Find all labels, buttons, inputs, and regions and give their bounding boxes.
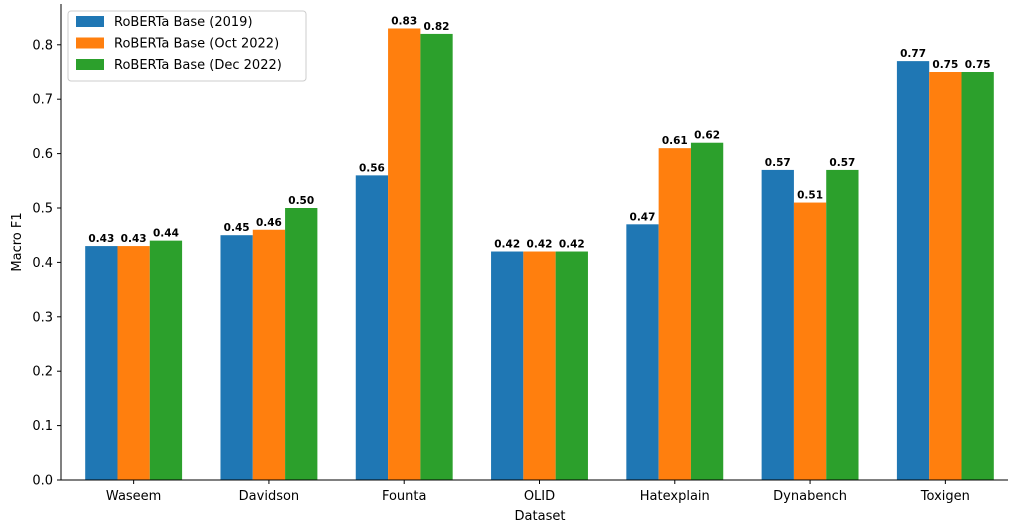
bar-value-label: 0.51 (797, 190, 823, 202)
bar-toxigen-series-3 (961, 72, 994, 480)
x-tick-label: Hatexplain (640, 489, 710, 504)
x-tick-label: Davidson (239, 489, 300, 504)
y-axis: 0.0 0.1 0.2 0.3 0.4 0.5 0.6 0.7 0.8 (32, 4, 62, 489)
x-axis-title: Dataset (515, 509, 566, 522)
bar-value-label: 0.42 (559, 239, 585, 251)
y-tick-label: 0.5 (32, 202, 53, 217)
bar-waseem-series-3 (149, 240, 183, 480)
bar-value-label: 0.75 (932, 59, 958, 71)
bar-davidson-series-3 (285, 208, 318, 480)
y-tick-label: 0.7 (32, 93, 53, 108)
y-tick-label: 0.8 (32, 38, 53, 53)
bar-value-label: 0.61 (662, 135, 688, 147)
bar-waseem-series-2 (117, 246, 150, 480)
y-tick-label: 0.4 (32, 256, 53, 271)
y-tick-label: 0.2 (32, 365, 53, 380)
x-tick-label: Toxigen (920, 489, 970, 504)
legend-swatch (76, 37, 104, 49)
bar-value-label: 0.57 (765, 157, 791, 169)
bar-founta-series-1 (355, 175, 389, 481)
legend-label: RoBERTa Base (2019) (114, 15, 253, 30)
legend: RoBERTa Base (2019) RoBERTa Base (Oct 202… (67, 10, 307, 82)
legend-label: RoBERTa Base (Oct 2022) (114, 37, 279, 52)
bar-value-label: 0.45 (224, 222, 250, 234)
bar-value-label: 0.77 (900, 48, 926, 60)
bar-olid-series-2 (523, 251, 556, 480)
bar-value-label: 0.62 (694, 130, 720, 142)
bar-olid-series-3 (555, 251, 588, 480)
legend-frame (67, 10, 307, 82)
bar-value-label: 0.44 (153, 228, 179, 240)
x-tick-label: Founta (382, 489, 427, 504)
bar-labels-group: 0.43 0.43 0.44 0.45 0.46 0.50 0.56 0.83 0.82 0.42… (88, 15, 990, 250)
x-tick-label: OLID (524, 489, 555, 504)
bar-toxigen-series-1 (896, 61, 930, 481)
bar-hatexplain-series-3 (690, 142, 724, 480)
y-tick-label: 0.1 (32, 419, 53, 434)
y-tick-label: 0.6 (32, 147, 53, 162)
bar-value-label: 0.75 (965, 59, 991, 71)
bar-davidson-series-1 (220, 235, 253, 480)
legend-label: RoBERTa Base (Dec 2022) (114, 58, 282, 73)
y-axis-title: Macro F1 (10, 212, 25, 271)
x-tick-label: Waseem (106, 489, 161, 504)
x-axis: Waseem Davidson Founta OLID Hatexplain Dynabe… (61, 479, 1008, 504)
bar-davidson-series-2 (252, 229, 286, 480)
bar-value-label: 0.43 (88, 233, 114, 245)
bar-founta-series-3 (420, 33, 453, 481)
bar-dynabench-series-2 (793, 202, 827, 480)
bar-hatexplain-series-1 (626, 224, 659, 480)
bar-value-label: 0.42 (494, 239, 520, 251)
bar-founta-series-2 (388, 28, 421, 480)
bar-toxigen-series-2 (929, 72, 962, 480)
bars-group (85, 28, 994, 481)
bar-hatexplain-series-2 (658, 148, 691, 480)
x-tick-label: Dynabench (773, 489, 847, 504)
bar-value-label: 0.83 (391, 15, 417, 27)
bar-waseem-series-1 (85, 246, 118, 480)
bar-value-label: 0.42 (527, 239, 553, 251)
legend-swatch (76, 16, 104, 27)
bar-olid-series-1 (491, 251, 524, 480)
bar-dynabench-series-1 (761, 169, 794, 481)
y-tick-label: 0.0 (32, 474, 53, 489)
bar-value-label: 0.43 (121, 233, 147, 245)
y-tick-label: 0.3 (32, 310, 53, 325)
legend-swatch (76, 59, 104, 70)
bar-value-label: 0.50 (288, 195, 314, 207)
bar-value-label: 0.82 (424, 21, 450, 33)
bar-value-label: 0.56 (359, 162, 385, 174)
bar-value-label: 0.57 (829, 157, 855, 169)
bar-value-label: 0.46 (256, 217, 282, 229)
bar-dynabench-series-3 (826, 169, 859, 481)
bar-value-label: 0.47 (630, 211, 656, 223)
